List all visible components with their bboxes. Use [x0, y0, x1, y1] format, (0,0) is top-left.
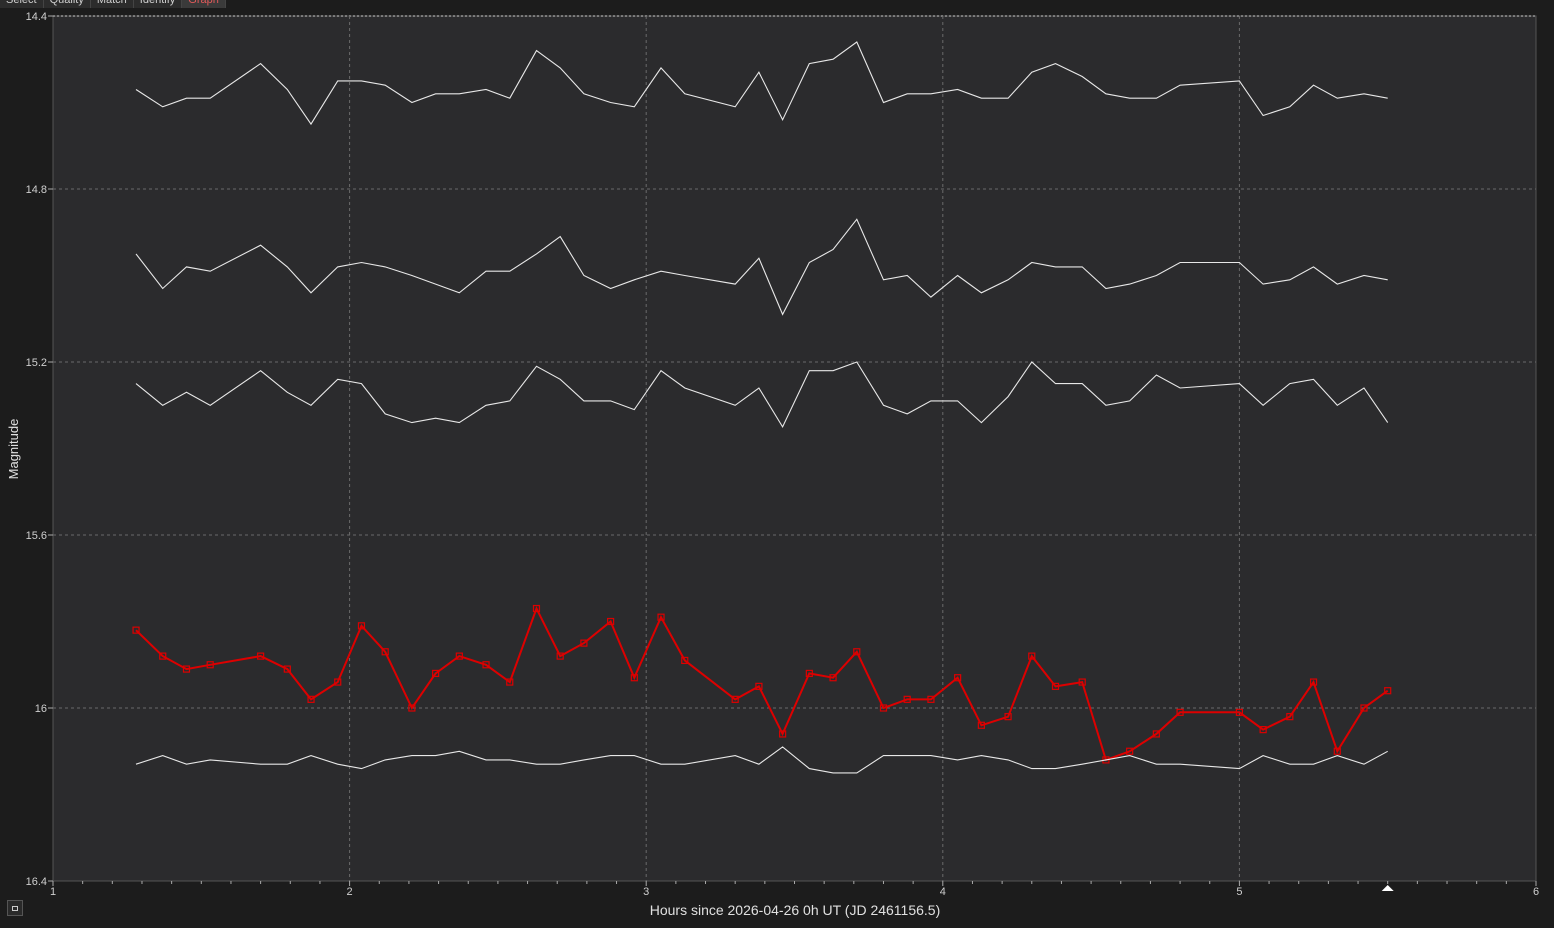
- y-axis-label: Magnitude: [6, 419, 21, 480]
- target-data-point[interactable]: [408, 704, 416, 712]
- target-data-point[interactable]: [455, 652, 463, 660]
- y-tick-label: 15.2: [26, 357, 47, 369]
- target-data-point[interactable]: [283, 665, 291, 673]
- target-data-point[interactable]: [1176, 708, 1184, 716]
- target-data-point[interactable]: [1126, 747, 1134, 755]
- target-data-point[interactable]: [159, 652, 167, 660]
- target-data-point[interactable]: [829, 674, 837, 682]
- comparison-star-series-line-2: [135, 218, 1388, 316]
- y-tick-label: 16: [35, 703, 47, 715]
- target-data-point[interactable]: [206, 661, 214, 669]
- target-data-point[interactable]: [657, 613, 665, 621]
- target-data-point[interactable]: [580, 639, 588, 647]
- target-data-point[interactable]: [755, 682, 763, 690]
- target-data-point[interactable]: [1384, 687, 1392, 695]
- target-data-point[interactable]: [607, 617, 615, 626]
- grid: [53, 15, 1536, 881]
- target-data-point[interactable]: [556, 652, 564, 660]
- x-tick-label: 5: [1236, 886, 1242, 898]
- target-data-point[interactable]: [805, 669, 813, 678]
- target-data-point[interactable]: [381, 648, 389, 656]
- tab-quality[interactable]: Quality: [43, 0, 91, 8]
- target-data-point[interactable]: [903, 695, 911, 703]
- target-data-point[interactable]: [879, 704, 888, 712]
- comparison-star-series-line-3: [135, 361, 1389, 429]
- y-axis-ticks: 14.4 14.8 15.2 15.6 16 16.4: [26, 11, 53, 888]
- x-tick-label: 3: [643, 886, 649, 898]
- target-data-point[interactable]: [681, 656, 689, 665]
- tab-graph[interactable]: Graph: [182, 0, 226, 8]
- target-data-point[interactable]: [1152, 730, 1160, 738]
- y-tick-label: 14.4: [26, 11, 47, 23]
- x-position-marker-icon[interactable]: [1381, 885, 1394, 891]
- target-data-point[interactable]: [1333, 747, 1341, 755]
- y-tick-label: 14.8: [26, 184, 47, 196]
- tab-select[interactable]: Select: [0, 0, 44, 8]
- x-tick-label: 6: [1533, 886, 1539, 898]
- tab-identify[interactable]: Identify: [133, 0, 183, 8]
- target-data-point[interactable]: [954, 674, 962, 682]
- x-axis-label: Hours since 2026-04-26 0h UT (JD 2461156…: [650, 902, 941, 918]
- target-data-point[interactable]: [432, 669, 440, 678]
- plot-area: [52, 15, 1537, 882]
- series-group: [132, 41, 1392, 774]
- target-data-point[interactable]: [779, 730, 787, 738]
- y-tick-label: 16.4: [26, 876, 47, 888]
- target-data-point[interactable]: [307, 695, 315, 703]
- target-data-point[interactable]: [927, 695, 935, 703]
- target-data-point[interactable]: [334, 678, 342, 686]
- target-data-point[interactable]: [853, 648, 861, 656]
- x-axis-ticks: 1 2 3 4 5 6: [50, 881, 1539, 898]
- reset-view-icon: [12, 906, 18, 911]
- x-tick-label: 4: [940, 886, 946, 898]
- target-data-point[interactable]: [1309, 678, 1318, 686]
- target-data-point[interactable]: [482, 661, 490, 669]
- target-data-point[interactable]: [731, 695, 739, 703]
- target-data-point[interactable]: [1004, 713, 1012, 721]
- target-data-point[interactable]: [977, 721, 985, 729]
- target-data-point[interactable]: [257, 652, 265, 660]
- target-data-point[interactable]: [1051, 682, 1060, 690]
- x-tick-label: 1: [50, 886, 56, 898]
- target-star-series-line: [135, 605, 1389, 762]
- comparison-star-series-line-1: [135, 41, 1388, 126]
- x-tick-label: 2: [347, 886, 353, 898]
- tab-match[interactable]: Match: [90, 0, 134, 8]
- target-data-point[interactable]: [1286, 713, 1294, 721]
- target-data-point[interactable]: [132, 626, 140, 634]
- target-data-point[interactable]: [1235, 708, 1244, 716]
- reset-view-button[interactable]: [7, 900, 23, 916]
- target-data-point[interactable]: [630, 674, 638, 682]
- comparison-star-series-line-5: [135, 746, 1388, 774]
- y-tick-label: 15.6: [26, 530, 47, 542]
- tab-bar: Select Quality Match Identify Graph: [0, 0, 226, 8]
- target-data-point[interactable]: [357, 622, 366, 630]
- target-data-point[interactable]: [1360, 704, 1368, 712]
- target-data-point[interactable]: [532, 604, 541, 613]
- target-data-point[interactable]: [182, 665, 191, 673]
- target-data-point[interactable]: [1078, 678, 1086, 686]
- target-data-point[interactable]: [1259, 726, 1267, 734]
- target-data-point[interactable]: [506, 678, 514, 686]
- target-data-point[interactable]: [1028, 652, 1036, 660]
